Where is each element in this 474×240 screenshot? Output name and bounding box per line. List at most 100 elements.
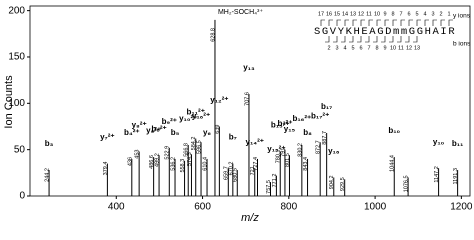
- y-ion-number: 9: [383, 11, 386, 17]
- mz-label: 486.6: [149, 155, 155, 169]
- mz-label: 1191.3: [453, 168, 459, 184]
- mz-label: 1147.2: [434, 166, 440, 182]
- ion-label: b₁₁²⁺: [187, 108, 205, 117]
- y-cleavage: [416, 19, 421, 26]
- b-ion-number: 2: [327, 45, 330, 51]
- y-cleavage: [344, 19, 349, 26]
- b-cleavage: [341, 36, 346, 43]
- y-cleavage: [352, 19, 357, 26]
- b-ion-number: 11: [398, 45, 404, 51]
- mz-label: 757.5: [266, 180, 272, 194]
- ion-label: b₁₅²⁺: [271, 121, 290, 130]
- ion-label: y₁₄²⁺: [246, 137, 264, 146]
- b-cleavage: [373, 36, 378, 43]
- ion-label: b₁₇: [321, 102, 332, 111]
- x-tick-label: 600: [194, 202, 211, 213]
- ion-label: b₄²⁺: [124, 128, 140, 137]
- ion-label: y₁₆: [328, 147, 340, 156]
- mz-label: 453: [135, 150, 141, 159]
- ion-label: y₁₆²⁺: [192, 111, 210, 120]
- y-ion-number: 11: [366, 11, 372, 17]
- b-ion-number: 4: [343, 45, 346, 51]
- plot-frame: [29, 5, 471, 197]
- b-cleavage: [397, 36, 402, 43]
- b-ion-number: 6: [359, 45, 362, 51]
- ion-label: y₇²⁺: [100, 133, 115, 142]
- ion-label: y₁₃: [243, 63, 255, 72]
- mz-label: 872.7: [316, 140, 322, 154]
- y-ions-label: y ions: [453, 13, 471, 20]
- mz-label: 680.5: [233, 168, 239, 182]
- b-ion-number: 10: [390, 45, 396, 51]
- mz-label: 244.2: [45, 168, 51, 182]
- mz-label: 536.2: [170, 157, 176, 171]
- mz-label: 379.4: [103, 162, 109, 176]
- b-ion-number: 12: [406, 45, 412, 51]
- ion-label: y₁₅: [284, 124, 296, 133]
- y-cleavage: [448, 19, 453, 26]
- y-ion-number: 13: [350, 11, 356, 17]
- y-ion-number: 17: [318, 11, 324, 17]
- y-axis-label: Ion Counts: [3, 75, 15, 129]
- b-cleavage: [365, 36, 370, 43]
- x-tick-label: 1000: [364, 202, 387, 213]
- b-ion-number: 9: [383, 45, 386, 51]
- ion-label: b₃: [45, 139, 54, 148]
- mz-label: 771.2: [272, 174, 278, 188]
- mz-label: 904.2: [329, 175, 335, 189]
- ion-label: y₁₅²⁺: [267, 145, 285, 154]
- b-ion-number: 8: [375, 45, 378, 51]
- ion-label: b₇²⁺: [277, 119, 292, 128]
- mz-label: 1076.5: [404, 175, 410, 192]
- y-cleavage: [360, 19, 365, 26]
- sequence: SGVYKHEAGDmmGGHAIR: [314, 26, 456, 38]
- ion-label: b₁₆²⁺: [292, 114, 311, 123]
- ion-label: y₁₀: [433, 137, 445, 146]
- b-cleavage: [333, 36, 338, 43]
- ion-label: b₅: [171, 128, 180, 137]
- y-cleavage: [384, 19, 389, 26]
- x-tick-label: 1200: [450, 202, 473, 213]
- y-ion-number: 12: [358, 11, 364, 17]
- mz-label: 727.4: [253, 157, 259, 171]
- mz-label: 843.4: [303, 157, 309, 171]
- mz-label: 436: [127, 157, 133, 166]
- y-ion-number: 10: [374, 11, 380, 17]
- mz-label: 721: [250, 166, 256, 175]
- ion-label: b₆²⁺: [151, 124, 166, 133]
- b-ion-number: 13: [414, 45, 420, 51]
- ion-label: y₉²⁺: [146, 126, 161, 135]
- chart: Ion Counts m/z SGVYKHEAGDmmGGHAIR y ions…: [3, 5, 473, 224]
- annotation: MH₂-SOCH₄³⁺: [218, 9, 263, 16]
- y-cleavage: [376, 19, 381, 26]
- b-cleavage: [413, 36, 418, 43]
- ion-label: y₈²⁺: [132, 121, 147, 130]
- y-ion-number: 1: [447, 11, 450, 17]
- mz-label: 596.5: [196, 140, 202, 154]
- mz-label: 499.2: [155, 153, 161, 167]
- ion-label: y₁₀²⁺: [179, 114, 197, 123]
- y-cleavage: [336, 19, 341, 26]
- b-cleavage: [357, 36, 362, 43]
- mz-label: 558.3: [180, 159, 186, 173]
- y-ion-number: 4: [423, 11, 426, 17]
- b-cleavage: [325, 36, 330, 43]
- mz-label: 522.9: [165, 146, 171, 160]
- ion-label: b₈: [303, 128, 312, 137]
- mz-label: 707.6: [244, 92, 250, 106]
- y-ion-number: 16: [326, 11, 332, 17]
- mz-label: 780.1: [276, 150, 282, 164]
- mz-label: 1044.4: [390, 155, 396, 172]
- y-cleavage: [400, 19, 405, 26]
- mz-label: 574.3: [187, 152, 193, 166]
- b-cleavage: [405, 36, 410, 43]
- ion-label: y₆: [203, 128, 211, 137]
- x-tick-label: 800: [280, 202, 297, 213]
- ion-label: y₁₂²⁺: [210, 96, 228, 105]
- y-cleavage: [440, 19, 445, 26]
- y-tick-label: 200: [8, 5, 25, 16]
- b-ion-number: 3: [335, 45, 338, 51]
- ion-label: b₉²⁺: [162, 117, 177, 126]
- b-ion-number: 7: [367, 45, 370, 51]
- mz-label: 566.8: [184, 143, 190, 157]
